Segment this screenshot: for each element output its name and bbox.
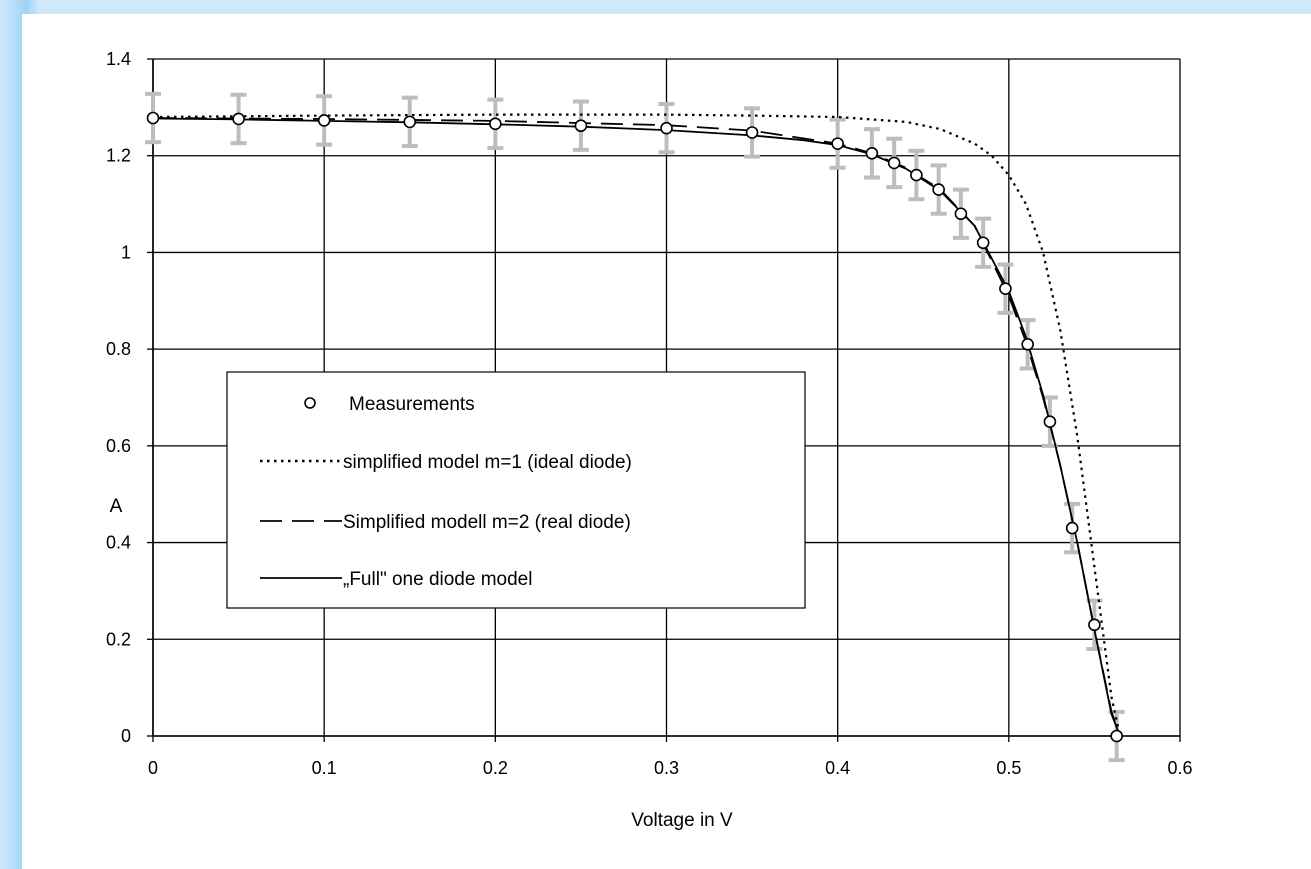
series-layer — [145, 91, 1125, 763]
iv-curve-chart: 0 0.1 0.2 0.3 0.4 0.5 0.600.20.40.60.811.21.4 … — [106, 49, 1193, 831]
x-tick-label: 0 — [148, 758, 158, 778]
measurement-point — [317, 114, 331, 127]
y-tick-label: 1.4 — [106, 49, 131, 69]
y-tick-label: 0.4 — [106, 533, 131, 553]
measurement-point — [1021, 338, 1034, 351]
legend-marker — [304, 397, 316, 409]
tick-labels: 0 0.1 0.2 0.3 0.4 0.5 0.6 0 0.2 0.4 0.6 0.8 1 1.2 1.4 — [106, 49, 1193, 778]
measurement-point — [489, 117, 502, 131]
measurement-point — [1065, 521, 1079, 535]
x-tick-label: 0.3 — [654, 758, 679, 778]
x-axis-label: Voltage in V — [631, 810, 733, 831]
x-tick-label: 0.1 — [312, 758, 337, 778]
legend-label: Simplified modell m=2 (real diode) — [343, 512, 631, 533]
legend-box — [226, 371, 806, 609]
measurement-point — [1088, 618, 1101, 632]
measurement-point — [910, 168, 923, 182]
measurement-point — [660, 121, 673, 135]
legend-item: Measurements — [304, 394, 475, 415]
legend-item: „Full" one diode model — [260, 569, 532, 590]
x-tick-label: 0.5 — [996, 758, 1021, 778]
measurement-point — [403, 115, 417, 129]
y-tick-label: 0 — [121, 726, 131, 746]
measurement-point — [954, 207, 968, 221]
legend-item: simplified model m=1 (ideal diode) — [260, 452, 632, 473]
legend: Measurements simplified model m=1 (ideal … — [226, 371, 806, 609]
legend-label: Measurements — [349, 394, 475, 415]
measurement-point — [999, 282, 1012, 295]
y-tick-label: 0.2 — [106, 629, 131, 649]
measurement-point — [745, 126, 759, 139]
axes — [147, 58, 1181, 742]
measurement-point — [1110, 729, 1123, 743]
y-axis-label: A — [110, 496, 123, 517]
measurement-point — [1043, 415, 1057, 428]
legend-item: Simplified modell m=2 (real diode) — [260, 512, 631, 533]
measurement-point — [887, 156, 901, 170]
legend-label: simplified model m=1 (ideal diode) — [343, 452, 632, 473]
chart-panel: 0 0.1 0.2 0.3 0.4 0.5 0.6 0 0.2 0.4 0.6 0.8 1 1.2 1.4 … — [22, 14, 1311, 869]
series-line-dotted — [152, 113, 1122, 737]
x-tick-label: 0.4 — [825, 758, 850, 778]
legend-label: „Full" one diode model — [343, 569, 532, 590]
measurement-point — [932, 183, 945, 196]
measurement-point — [146, 111, 160, 125]
measurement-point — [865, 146, 879, 160]
y-tick-label: 0.8 — [106, 339, 131, 359]
x-tick-label: 0.2 — [483, 758, 508, 778]
y-tick-label: 0.6 — [106, 436, 131, 456]
measurement-point — [976, 236, 990, 250]
y-tick-label: 1.2 — [106, 146, 131, 166]
y-tick-label: 1 — [121, 242, 131, 262]
x-tick-label: 0.6 — [1167, 758, 1192, 778]
measurement-point — [574, 119, 588, 133]
measurement-point — [831, 137, 844, 150]
measurement-point — [232, 112, 245, 126]
